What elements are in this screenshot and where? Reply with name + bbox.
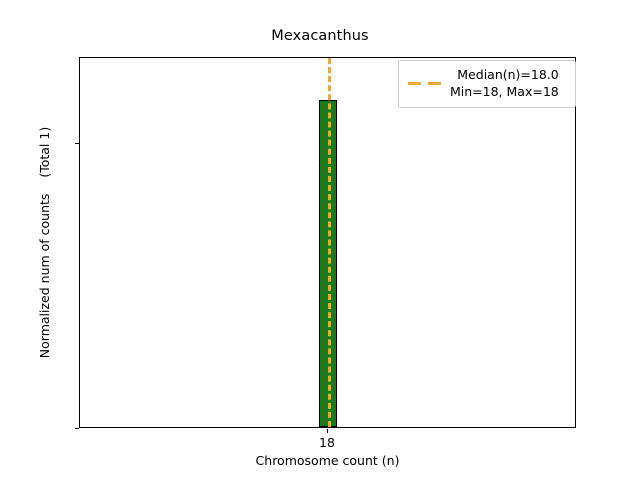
legend: Median(n)=18.0 Min=18, Max=18 (398, 60, 576, 108)
y-axis-label: Normalized num of counts (Total 1) (37, 126, 52, 359)
dashed-line-icon (407, 78, 443, 90)
x-axis-label: Chromosome count (n) (255, 453, 400, 468)
x-axis-ticks: 18 (0, 429, 640, 469)
x-tick-label-18: 18 (319, 435, 335, 450)
legend-entry-median: Median(n)=18.0 Min=18, Max=18 (407, 67, 567, 100)
y-tick-mark-1 (75, 143, 79, 144)
legend-label-median: Median(n)=18.0 (457, 67, 559, 82)
y-tick-mark-0 (75, 428, 79, 429)
plot-area (79, 57, 576, 428)
x-tick-mark-18 (327, 429, 328, 433)
legend-label-minmax: Min=18, Max=18 (450, 83, 559, 99)
median-line (327, 58, 331, 427)
legend-text-block: Median(n)=18.0 Min=18, Max=18 (450, 67, 559, 100)
chart-title: Mexacanthus (271, 28, 369, 44)
